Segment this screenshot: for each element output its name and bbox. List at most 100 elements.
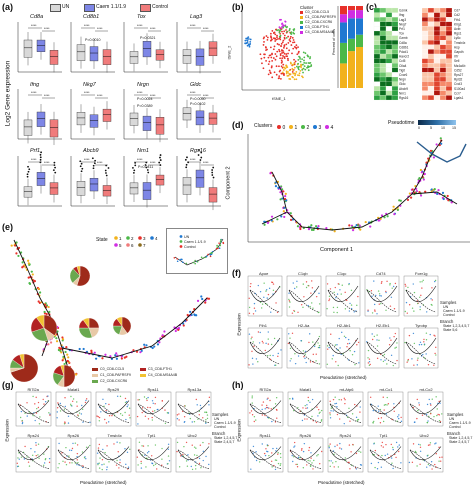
gene-plot-point [43,403,45,405]
heatmap-cell [385,30,393,36]
cluster-name-2: C2_CD8-CXCR6 [305,20,333,24]
d-legend-text: 0 [283,125,286,131]
gene-plot-point [433,364,435,367]
gene-plot-point [349,468,351,470]
heatmap-cell [433,95,441,101]
gene-plot-point [300,340,302,342]
d-legend-dot [301,125,305,129]
box [208,41,218,57]
gene-plot-point [335,296,337,299]
tsne-point [280,27,283,29]
gene-plot-point [416,398,418,401]
traj-branch-left [261,211,288,225]
gene-plot-point [388,343,391,346]
heatmap-cell [391,49,399,55]
tsne-point [280,72,283,75]
gene-plot-point [336,306,339,309]
traj-point [442,197,445,201]
gene-plot-point [275,397,278,399]
branch-curve-solid [329,400,362,414]
traj-point [281,197,284,200]
gene-plot-point [377,461,380,464]
gene-plot-point [304,404,306,407]
gene-plot-point [277,453,279,455]
gene-plot-point [371,338,374,341]
gene-plot-point [429,333,431,336]
tsne-point [246,37,249,40]
gene-plot-point [435,442,437,444]
gene-plot-title: C1qc [337,271,347,276]
panel-b-label: (b) [232,2,244,12]
gene-plot-point [297,311,299,314]
traj-branch-right [411,191,458,205]
sig-stars: **** [31,24,37,28]
box [102,108,112,122]
gene-plot-point [208,463,210,466]
gene-plot-point [269,399,271,402]
gene-plot-point [37,454,39,456]
e-traj-point [132,349,135,352]
gene-plot-point [394,347,396,349]
gene-plot-point [412,332,415,335]
traj-point [383,216,386,219]
gene-plot-point [372,409,374,412]
gene-plot-point [101,459,104,461]
heatmap-row-label: Cd7 [454,9,460,13]
sig-stars: **** [97,94,103,98]
gene-plot-point [406,361,408,363]
heatmap-cell [433,67,441,73]
tsne-point [286,30,288,33]
gene-plot-point [141,411,143,414]
tsne-point [298,72,301,75]
gene-plot-point [193,454,196,456]
gene-plot-point [405,285,407,287]
gene-plot-point [161,447,163,450]
panel-e-label: (e) [2,222,13,232]
gene-plot-point [348,461,350,464]
gene-label-cd8a: Cd8a [30,14,44,20]
gene-plot-point [398,444,401,446]
panel-d-trajectory [247,134,470,243]
gene-plot-point [374,466,376,469]
gene-plot-point [76,455,78,458]
gene-plot-point [335,460,337,463]
gene-plot-point [98,416,101,419]
gene-plot-point [125,463,127,466]
heatmap-row-label: Gzmb [399,36,408,40]
gene-plot-point [26,456,28,458]
gene-plot-point [34,419,36,422]
gene-plot-point [253,307,256,309]
tsne-point [247,36,250,39]
gene-plot-point [429,444,431,446]
outlier [212,166,215,169]
tsne-point [298,74,301,77]
gene-plot-point [371,333,373,335]
tsne-point [273,71,276,74]
sig-stars: **** [31,158,37,162]
gene-plot-point [437,413,439,416]
heatmap-cell [433,30,441,36]
tsne-point [301,68,304,71]
box [76,44,86,61]
tsne-point [309,57,311,60]
gene-plot-point [76,401,78,403]
branch-curve-dashed [289,449,322,469]
gene-plot-point [251,414,254,416]
gene-plot-point [16,462,18,465]
gene-plot-point [264,454,267,457]
gene-plot-point [97,463,99,466]
traj-point [299,227,302,231]
gene-plot-point [300,304,303,306]
traj-point [274,181,277,184]
heatmap-cell [439,63,447,68]
gene-plot-point [277,462,280,465]
gene-plot-point [271,452,273,454]
tsne-point [303,65,306,68]
heatmap-row-label: Hsp [454,45,460,49]
panel-f-legend: Samples UN Caem 1.1/1.9 Control Branch S… [440,300,474,350]
tsne-point [291,36,294,39]
gene-plot-point [272,447,274,450]
f-legend-samples-title: Samples [440,300,457,305]
tsne-point [300,66,302,69]
gene-plot-point [71,400,74,402]
